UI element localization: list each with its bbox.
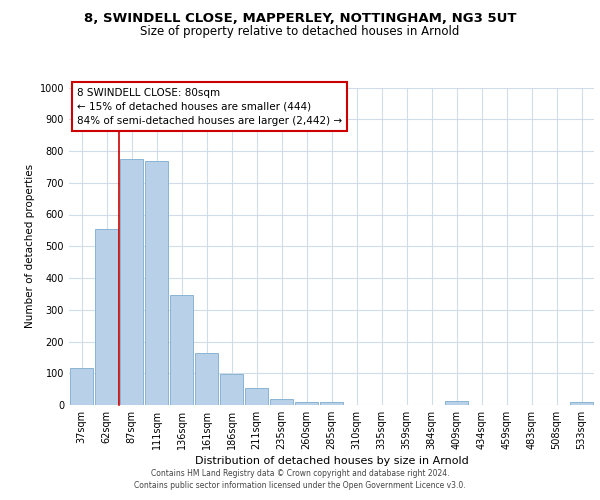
Bar	[170, 294, 193, 405]
Bar	[269, 400, 293, 405]
Bar	[245, 388, 268, 405]
Bar	[70, 368, 94, 405]
Bar	[145, 160, 169, 405]
X-axis label: Distribution of detached houses by size in Arnold: Distribution of detached houses by size …	[194, 456, 469, 466]
Bar	[320, 402, 343, 405]
Bar	[119, 159, 143, 405]
Bar	[445, 401, 469, 405]
Bar	[220, 374, 244, 405]
Text: Size of property relative to detached houses in Arnold: Size of property relative to detached ho…	[140, 25, 460, 38]
Text: 8 SWINDELL CLOSE: 80sqm
← 15% of detached houses are smaller (444)
84% of semi-d: 8 SWINDELL CLOSE: 80sqm ← 15% of detache…	[77, 88, 342, 126]
Bar	[295, 402, 319, 405]
Bar	[95, 229, 118, 405]
Bar	[569, 402, 593, 405]
Text: Contains HM Land Registry data © Crown copyright and database right 2024.
Contai: Contains HM Land Registry data © Crown c…	[134, 468, 466, 490]
Bar	[194, 352, 218, 405]
Y-axis label: Number of detached properties: Number of detached properties	[25, 164, 35, 328]
Text: 8, SWINDELL CLOSE, MAPPERLEY, NOTTINGHAM, NG3 5UT: 8, SWINDELL CLOSE, MAPPERLEY, NOTTINGHAM…	[84, 12, 516, 26]
